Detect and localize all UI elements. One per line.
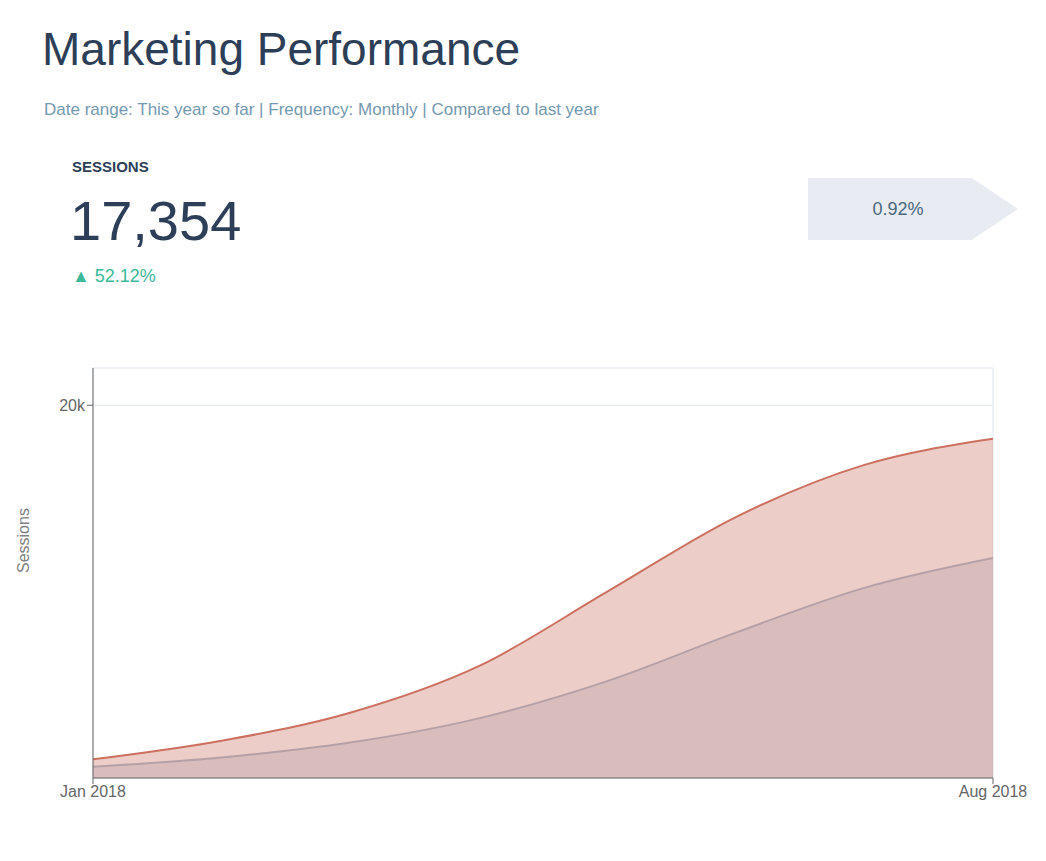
svg-text:20k: 20k (59, 397, 86, 414)
html-text:▲ 52.12%: ▲ 52.12% (72, 266, 156, 286)
html-text:17,354: 17,354 (70, 189, 242, 252)
svg-text:Aug 2018: Aug 2018 (959, 783, 1028, 800)
html-text:0.92%: 0.92% (872, 198, 924, 219)
svg-text:Jan 2018: Jan 2018 (60, 783, 126, 800)
html-text:Date range: This year so far |: Date range: This year so far | Frequency… (44, 100, 599, 119)
svg-text:Sessions: Sessions (15, 508, 32, 573)
html-text:Marketing Performance: Marketing Performance (42, 23, 521, 75)
html-text:SESSIONS: SESSIONS (72, 158, 149, 175)
